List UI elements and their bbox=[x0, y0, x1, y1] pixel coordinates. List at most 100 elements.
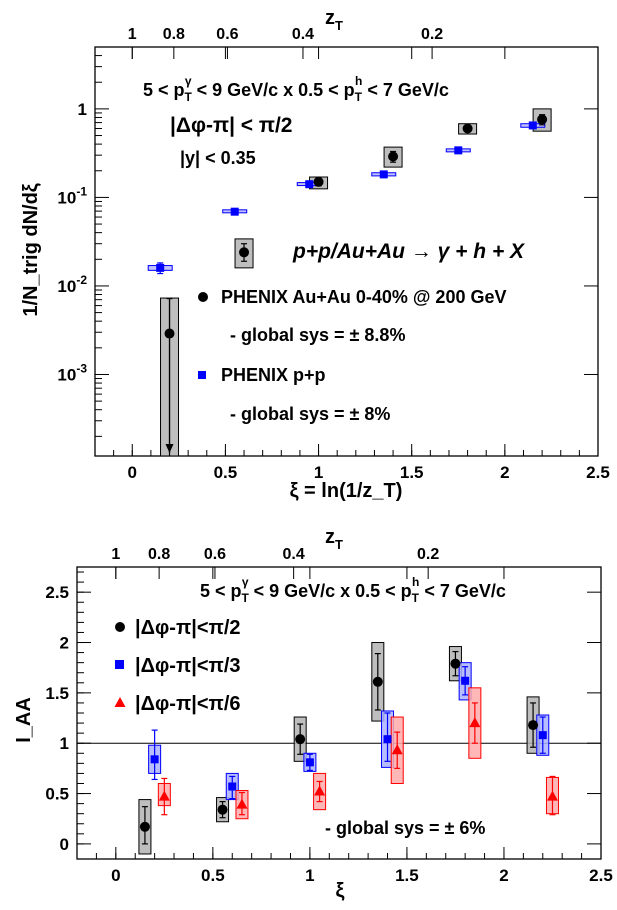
bottom-y-tick-label: 0 bbox=[60, 835, 69, 854]
bottom-data-point bbox=[228, 782, 237, 791]
bottom-legend-marker-pi6 bbox=[114, 697, 126, 707]
top-plot-frame bbox=[94, 46, 599, 457]
bottom-y-tick-label: 2 bbox=[60, 634, 69, 653]
top-data-point bbox=[388, 151, 399, 162]
top-data-point bbox=[528, 121, 537, 130]
top-upper-limit-arrow bbox=[165, 444, 174, 453]
top-data-point bbox=[537, 114, 548, 125]
top-zt-tick-label: 0.4 bbox=[292, 26, 314, 43]
bottom-x-tick-label: 1.5 bbox=[395, 866, 419, 885]
bottom-x-axis-title: ξ bbox=[336, 880, 345, 902]
bottom-zt-ticks: 1 0.8 0.6 0.4 0.2 bbox=[111, 546, 439, 579]
top-y-tick-label: 10-3 bbox=[57, 361, 87, 384]
bottom-panel: 0 0.5 1 1.5 2 2.5 00.511.522.5 1 0.8 0.6 0.4 0.2 … bbox=[13, 526, 613, 902]
bottom-legend: |Δφ-π|<π/2 |Δφ-π|<π/3 |Δφ-π|<π/6 bbox=[114, 617, 241, 715]
bottom-data-point bbox=[383, 735, 392, 744]
bottom-kinematics-label: 5 < pTγ < 9 GeV/c x 0.5 < pTh < 7 GeV/c bbox=[200, 575, 506, 605]
bottom-data-point bbox=[217, 804, 228, 815]
bottom-legend-label-pi6: |Δφ-π|<π/6 bbox=[135, 693, 241, 715]
bottom-zt-tick-label: 0.2 bbox=[417, 546, 439, 563]
top-zt-axis-title: zT bbox=[325, 7, 343, 33]
bottom-data-point bbox=[139, 821, 150, 832]
bottom-data-point bbox=[314, 785, 326, 796]
top-x-axis-title: ξ = ln(1/z_T) bbox=[290, 480, 403, 502]
top-legend-marker-pp bbox=[198, 371, 206, 379]
top-legend-label-pp: PHENIX p+p bbox=[221, 365, 326, 385]
top-x-tick-label: 2.5 bbox=[586, 463, 610, 482]
bottom-zt-tick-label: 0.6 bbox=[204, 546, 226, 563]
top-process-label: p+p/Au+Au → γ + h + X bbox=[292, 240, 526, 263]
top-data-point bbox=[156, 263, 165, 272]
bottom-error-bars bbox=[141, 650, 556, 845]
bottom-data-point bbox=[236, 798, 248, 809]
bottom-data-point bbox=[450, 658, 461, 669]
top-x-tick-label: 0 bbox=[128, 463, 137, 482]
top-data-point bbox=[313, 176, 324, 187]
top-zt-tick-label: 1 bbox=[128, 26, 137, 43]
bottom-data-point bbox=[158, 790, 170, 801]
top-data-point bbox=[454, 146, 463, 155]
bottom-zt-tick-label: 0.8 bbox=[148, 546, 170, 563]
top-dphi-label: |Δφ-π| < π/2 bbox=[170, 114, 292, 137]
bottom-zt-tick-label: 0.4 bbox=[283, 546, 305, 563]
bottom-data-point bbox=[528, 720, 539, 731]
bottom-x-tick-label: 1 bbox=[305, 866, 314, 885]
bottom-y-tick-label: 1.5 bbox=[45, 684, 69, 703]
bottom-y-tick-label: 1 bbox=[60, 734, 69, 753]
top-data-point bbox=[305, 180, 314, 189]
top-y-axis-title: 1/N_trig dN/dξ bbox=[20, 183, 42, 316]
top-x-tick-label: 2 bbox=[500, 463, 509, 482]
bottom-data-point bbox=[461, 676, 470, 685]
top-legend-sys-pp: - global sys = ± 8% bbox=[230, 404, 390, 424]
top-zt-ticks: 1 0.8 0.6 0.4 0.2 bbox=[128, 26, 443, 59]
top-legend-label-auau: PHENIX Au+Au 0-40% @ 200 GeV bbox=[221, 287, 507, 307]
top-y-ticks: 1 10-1 10-2 10-3 bbox=[57, 46, 598, 437]
top-data-point bbox=[379, 170, 388, 179]
top-zt-tick-label: 0.2 bbox=[421, 26, 443, 43]
bottom-zt-tick-label: 1 bbox=[111, 546, 120, 563]
bottom-x-tick-label: 2.5 bbox=[589, 866, 613, 885]
bottom-data-point bbox=[538, 731, 547, 740]
top-data-point bbox=[164, 328, 175, 339]
top-data-point bbox=[230, 207, 239, 216]
bottom-legend-label-pi2: |Δφ-π|<π/2 bbox=[135, 617, 241, 639]
top-x-tick-label: 1 bbox=[314, 463, 323, 482]
bottom-y-tick-label: 2.5 bbox=[45, 583, 69, 602]
top-data-markers bbox=[156, 114, 548, 339]
top-zt-tick-label: 0.8 bbox=[163, 26, 185, 43]
bottom-data-point bbox=[372, 676, 383, 687]
bottom-legend-marker-pi3 bbox=[115, 660, 124, 669]
bottom-data-point bbox=[295, 734, 306, 745]
bottom-data-point bbox=[469, 717, 481, 728]
bottom-zt-axis-title: zT bbox=[325, 526, 343, 552]
top-rapidity-label: |y| < 0.35 bbox=[180, 148, 256, 168]
bottom-x-tick-label: 2 bbox=[499, 866, 508, 885]
bottom-data-point bbox=[150, 755, 159, 764]
top-x-ticks: 0 0.5 1 1.5 2 2.5 bbox=[94, 47, 610, 482]
top-kinematics-label: 5 < pTγ < 9 GeV/c x 0.5 < pTh < 7 GeV/c bbox=[143, 74, 449, 104]
top-y-tick-label: 10-2 bbox=[57, 273, 87, 296]
bottom-legend-label-pi3: |Δφ-π|<π/3 bbox=[135, 655, 241, 677]
bottom-y-axis-title: I_AA bbox=[13, 697, 35, 743]
bottom-x-tick-label: 0.5 bbox=[201, 866, 225, 885]
bottom-x-tick-label: 0 bbox=[111, 866, 120, 885]
top-legend-sys-auau: - global sys = ± 8.8% bbox=[230, 325, 405, 345]
bottom-data-point bbox=[391, 744, 403, 755]
top-data-point bbox=[239, 247, 250, 258]
top-x-tick-label: 1.5 bbox=[400, 463, 424, 482]
bottom-data-point bbox=[546, 790, 558, 801]
bottom-y-ticks: 0 0.5 1 1.5 2 2.5 bbox=[45, 571, 601, 854]
bottom-data-markers bbox=[139, 658, 558, 832]
bottom-legend-marker-pi2 bbox=[115, 622, 125, 632]
bottom-global-sys-label: - global sys = ± 6% bbox=[325, 818, 485, 838]
top-y-tick-label: 10-1 bbox=[57, 184, 87, 207]
top-y-tick-label: 1 bbox=[78, 100, 87, 119]
top-legend: PHENIX Au+Au 0-40% @ 200 GeV - global sy… bbox=[198, 287, 507, 424]
top-panel: 0 0.5 1 1.5 2 2.5 1 10-1 10-2 10-3 1 0.8 0.6 0.4 0.2… bbox=[20, 7, 610, 502]
bottom-y-tick-label: 0.5 bbox=[45, 785, 69, 804]
top-legend-marker-auau bbox=[198, 292, 208, 302]
bottom-x-ticks: 0 0.5 1 1.5 2 2.5 bbox=[76, 567, 613, 885]
top-x-tick-label: 0.5 bbox=[214, 463, 238, 482]
top-data-point bbox=[462, 123, 473, 134]
